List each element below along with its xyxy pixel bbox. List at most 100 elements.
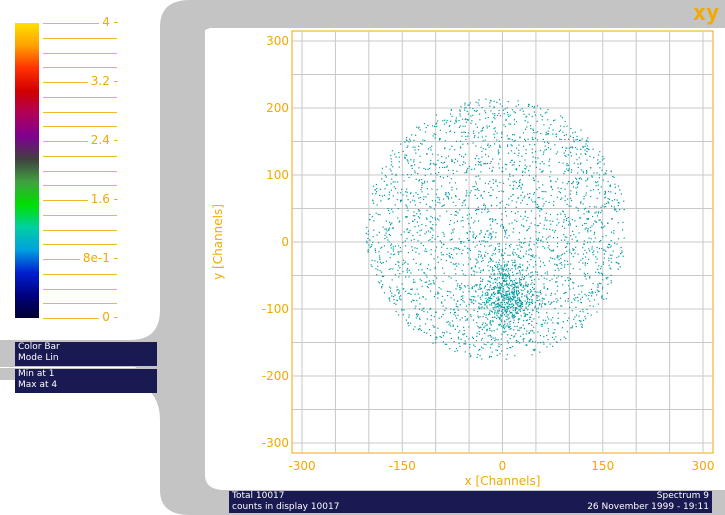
data-point [597, 251, 599, 253]
data-point [458, 120, 460, 122]
data-point [389, 212, 391, 215]
data-point [593, 250, 595, 252]
data-point [530, 125, 532, 127]
data-point [490, 284, 492, 286]
data-point [406, 271, 408, 273]
data-point [465, 194, 467, 196]
data-point [480, 229, 482, 232]
data-point [416, 314, 418, 316]
data-point [521, 199, 523, 201]
data-point [481, 295, 483, 297]
data-point [556, 133, 558, 135]
data-point [454, 263, 456, 265]
data-point [558, 259, 560, 261]
data-point [489, 195, 491, 197]
data-point [475, 110, 477, 112]
data-point [429, 308, 431, 310]
data-point [556, 290, 558, 292]
data-point [506, 314, 508, 316]
data-point [540, 133, 542, 135]
data-point [521, 276, 523, 278]
data-point [536, 274, 539, 276]
data-point [489, 355, 491, 357]
data-point [601, 221, 603, 223]
data-point [439, 138, 442, 140]
data-point [513, 335, 516, 337]
data-point [378, 231, 380, 233]
data-point [556, 196, 558, 198]
data-point [587, 177, 589, 179]
data-point [505, 312, 507, 314]
data-point [513, 295, 515, 297]
data-point [568, 168, 570, 170]
data-point [388, 210, 390, 212]
data-point [461, 270, 463, 272]
data-point [515, 289, 517, 291]
data-point [468, 326, 470, 328]
data-point [546, 273, 548, 275]
data-point [457, 338, 460, 340]
data-point [468, 287, 470, 289]
data-point [466, 214, 468, 216]
data-point [505, 293, 507, 295]
data-point [381, 286, 383, 288]
data-point [448, 252, 450, 254]
data-point [427, 311, 429, 313]
data-point [406, 195, 408, 197]
data-point [367, 230, 369, 232]
data-point [490, 186, 492, 189]
data-point [556, 277, 558, 279]
data-point [600, 283, 602, 285]
data-point [552, 322, 554, 324]
data-point [608, 198, 611, 200]
data-point [475, 258, 477, 260]
data-point [605, 298, 607, 300]
data-point [488, 146, 490, 148]
data-point [451, 189, 453, 191]
data-point [596, 172, 598, 174]
data-point [531, 279, 533, 281]
data-point [388, 297, 390, 299]
data-point [424, 233, 426, 235]
data-point [482, 126, 484, 128]
colorbar-label-4: 8e-1 - [79, 251, 118, 265]
data-point [564, 260, 566, 262]
data-point [450, 297, 452, 299]
data-point [536, 271, 538, 273]
data-point [493, 291, 495, 293]
data-point [426, 281, 428, 283]
data-point [544, 272, 546, 274]
data-point [490, 238, 492, 240]
data-point [501, 306, 503, 308]
data-point [398, 156, 400, 158]
data-point [424, 180, 426, 182]
data-point [504, 323, 506, 325]
data-point [478, 333, 480, 335]
data-point [488, 245, 490, 247]
data-point [531, 255, 533, 257]
data-point [488, 270, 490, 272]
data-point [548, 127, 550, 129]
data-point [539, 351, 541, 353]
data-point [530, 283, 532, 286]
data-point [610, 258, 612, 260]
data-point [619, 266, 621, 268]
data-point [538, 187, 540, 189]
data-point [523, 312, 525, 314]
data-point [514, 309, 516, 311]
data-point [491, 221, 494, 223]
data-point [426, 285, 428, 287]
data-point [513, 322, 515, 324]
data-point [493, 272, 495, 275]
data-point [485, 314, 487, 316]
data-point [607, 180, 609, 183]
data-point [460, 220, 462, 222]
data-point [594, 212, 596, 214]
data-point [423, 182, 426, 184]
data-point [554, 119, 556, 121]
data-point [517, 272, 519, 274]
data-point [498, 167, 500, 169]
data-point [502, 254, 504, 256]
data-point [542, 241, 544, 243]
